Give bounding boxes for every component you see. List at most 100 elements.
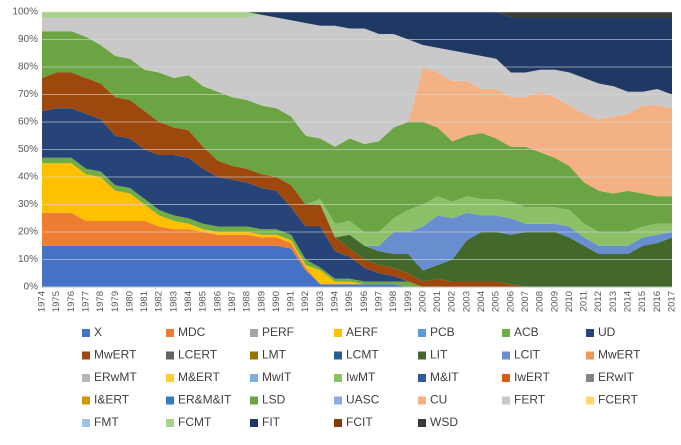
x-tick-label: 2007 [520, 291, 531, 312]
x-tick-label: 1987 [227, 291, 238, 312]
legend-swatch [250, 329, 258, 337]
legend-label: FCMT [178, 415, 212, 429]
legend-swatch [586, 329, 594, 337]
area-series [42, 12, 672, 95]
legend-label: FMT [94, 415, 119, 429]
x-tick-label: 1990 [271, 291, 282, 312]
area-series [42, 31, 672, 232]
x-tick-label: 1996 [359, 291, 370, 312]
area-series [42, 72, 672, 287]
x-tick-label: 1993 [315, 291, 326, 312]
legend-swatch [82, 419, 90, 427]
x-tick-label: 2011 [579, 291, 590, 311]
legend-swatch [82, 329, 90, 337]
area-series [42, 12, 672, 18]
x-tick-label: 2009 [549, 291, 560, 312]
legend-label: FIT [262, 415, 281, 429]
legend-label: AERF [346, 325, 378, 339]
x-tick-label: 1999 [403, 291, 414, 312]
x-tick-label: 2015 [637, 291, 648, 312]
legend-swatch [166, 396, 174, 405]
x-tick-label: 2005 [491, 291, 502, 312]
y-tick-label: 70% [18, 89, 38, 100]
x-tick-label: 1977 [80, 291, 91, 312]
legend-swatch [334, 351, 342, 360]
legend-swatch [502, 374, 510, 382]
x-tick-label: 2012 [593, 291, 604, 312]
legend-swatch [250, 419, 258, 427]
legend-swatch [250, 396, 258, 405]
legend-swatch [418, 419, 426, 427]
legend-label: ACB [514, 325, 539, 339]
legend-label: CU [430, 393, 447, 407]
legend-label: LCMT [346, 348, 379, 362]
y-tick-label: 20% [18, 227, 38, 238]
x-tick-label: 2017 [667, 291, 678, 312]
legend-label: ERwMT [94, 370, 137, 384]
x-tick-label: 1979 [110, 291, 121, 312]
legend-label: LMT [262, 348, 287, 362]
legend-label: LCERT [178, 348, 218, 362]
legend-swatch [334, 396, 342, 405]
y-tick-label: 0% [24, 282, 39, 293]
y-tick-label: 100% [12, 7, 38, 18]
legend-label: MwIT [262, 370, 292, 384]
legend-swatch [82, 396, 90, 405]
legend-swatch [418, 351, 426, 360]
x-tick-label: 2001 [432, 291, 443, 312]
x-tick-label: 1983 [168, 291, 179, 312]
legend-swatch [502, 329, 510, 337]
x-tick-label: 1980 [124, 291, 135, 312]
y-tick-label: 50% [18, 144, 38, 155]
legend-swatch [502, 351, 510, 360]
legend-label: FERT [514, 393, 546, 407]
legend-label: PCB [430, 325, 455, 339]
legend-label: X [94, 325, 102, 339]
legend-swatch [250, 374, 258, 382]
x-tick-label: 1984 [183, 291, 194, 312]
y-tick-label: 40% [18, 172, 38, 183]
y-tick-label: 80% [18, 62, 38, 73]
legend-swatch [166, 329, 174, 337]
x-tick-label: 1985 [198, 291, 209, 312]
legend-swatch [418, 396, 426, 405]
legend-label: I&ERT [94, 393, 130, 407]
legend-swatch [166, 374, 174, 382]
x-tick-label: 2004 [476, 291, 487, 312]
y-tick-label: 90% [18, 34, 38, 45]
legend-label: UD [598, 325, 616, 339]
x-tick-label: 1976 [66, 291, 77, 312]
area-series [42, 163, 672, 287]
legend-swatch [334, 329, 342, 337]
x-tick-label: 1982 [154, 291, 165, 312]
x-tick-label: 1978 [95, 291, 106, 312]
x-tick-label: 2010 [564, 291, 575, 312]
x-tick-label: 1986 [212, 291, 223, 312]
x-tick-label: 2016 [652, 291, 663, 312]
plot-area: 0%10%20%30%40%50%60%70%80%90%100%1974 197… [12, 7, 677, 313]
x-tick-label: 1981 [139, 291, 150, 312]
legend-label: FCERT [598, 393, 638, 407]
legend-label: MwERT [598, 348, 641, 362]
legend-label: LIT [430, 348, 448, 362]
legend-swatch [166, 419, 174, 427]
legend-swatch [418, 374, 426, 382]
area-series [42, 245, 672, 287]
x-tick-label: 1994 [330, 291, 341, 312]
y-tick-label: 10% [18, 254, 38, 265]
x-tick-label: 2008 [535, 291, 546, 312]
legend: X MDC PERF AERF PCB ACB UD MwERT LCERT LMT LCMT LIT… [82, 325, 641, 429]
area-series [42, 72, 672, 287]
area-series [42, 108, 672, 287]
legend-label: IwMT [346, 370, 376, 384]
legend-swatch [250, 351, 258, 360]
legend-swatch [418, 329, 426, 337]
x-tick-label: 1989 [256, 291, 267, 312]
legend-label: UASC [346, 393, 380, 407]
legend-label: IwERT [514, 370, 550, 384]
x-tick-label: 1974 [37, 291, 48, 312]
legend-swatch [502, 396, 510, 405]
x-tick-label: 2013 [608, 291, 619, 312]
legend-label: FCIT [346, 415, 373, 429]
legend-swatch [166, 351, 174, 360]
